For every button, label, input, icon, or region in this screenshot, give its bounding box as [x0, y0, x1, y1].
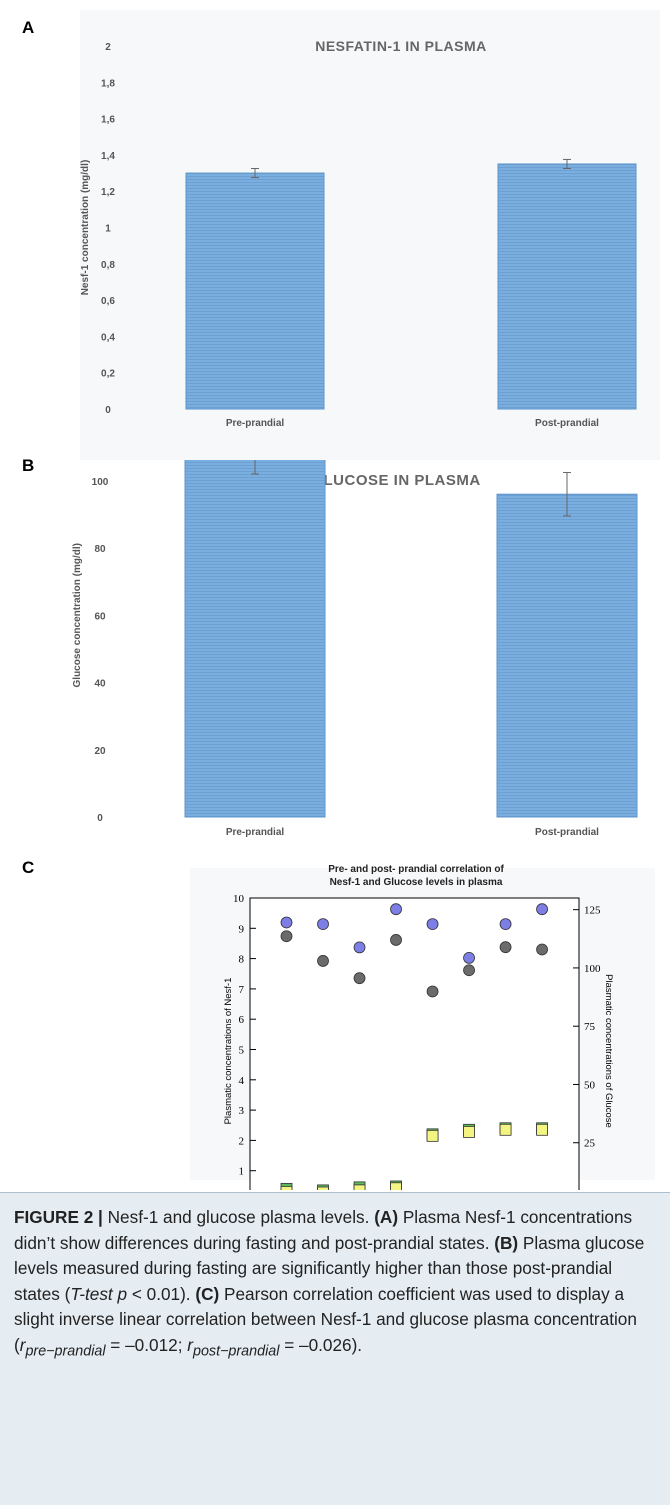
- y-tick-label: 0,6: [101, 296, 115, 307]
- caption-r1-symbol: r: [19, 1334, 26, 1355]
- caption-c-tag: (C): [195, 1283, 220, 1304]
- panel-b-label: B: [22, 456, 35, 475]
- data-point-circle: [499, 918, 512, 931]
- data-point-circle: [353, 972, 366, 985]
- y-tick-label: 80: [94, 544, 106, 555]
- data-point-circle: [353, 941, 366, 954]
- caption-c-text: Pearson correlation coefficient was used…: [14, 1283, 637, 1355]
- y-tick-label: 1: [239, 1166, 245, 1178]
- y-tick-label: 0,2: [101, 369, 115, 380]
- caption-b-text2: < 0.01).: [127, 1283, 196, 1304]
- y-tick-label: 100: [92, 477, 109, 488]
- data-point-circle: [463, 964, 475, 977]
- caption-b-tag: (B): [494, 1232, 519, 1253]
- y-tick-label: 1,6: [101, 115, 115, 126]
- caption-box: [0, 1192, 670, 1505]
- data-point-square: [390, 1182, 402, 1190]
- caption-a-text: Plasma Nesf-1 concentrations didn’t show…: [14, 1207, 633, 1253]
- caption-b-text: Plasma glucose levels measured during fa…: [14, 1232, 645, 1304]
- y-tick-label: 0,8: [101, 260, 115, 271]
- caption-r1-value: = –0.012;: [105, 1334, 188, 1355]
- y2-axis-label: Plasmatic concentrations of Glucose: [603, 974, 614, 1128]
- y-tick-label: 40: [94, 679, 106, 690]
- category-label: Post-prandial: [535, 418, 599, 429]
- y-tick-label: 0: [97, 813, 103, 824]
- data-point-circle: [317, 918, 329, 931]
- bar: [497, 163, 637, 410]
- data-point-circle: [463, 952, 475, 964]
- y-tick-label: 1,4: [101, 151, 115, 162]
- plot-frame: [249, 897, 580, 1190]
- caption-r2-value: = –0.026).: [279, 1334, 363, 1355]
- data-point-circle: [280, 916, 293, 929]
- y-tick-label: 4: [239, 1075, 245, 1087]
- category-label: Pre-prandial: [226, 418, 285, 429]
- y-tick-label: 7: [239, 984, 245, 996]
- data-point-circle: [536, 943, 548, 956]
- y2-tick-label: 125: [584, 905, 601, 917]
- data-point-square: [426, 1129, 439, 1142]
- data-point-square: [463, 1126, 475, 1138]
- data-point-circle: [390, 934, 402, 946]
- y-tick-label: 60: [94, 611, 106, 622]
- data-point-square: [536, 1123, 548, 1136]
- chart-title: NESFATIN-1 IN PLASMA: [315, 38, 487, 54]
- y-tick-label: 10: [233, 893, 245, 905]
- data-point-circle: [426, 918, 439, 931]
- y-tick-label: 8: [239, 954, 245, 966]
- bar: [496, 493, 638, 818]
- data-point-square: [499, 1123, 512, 1136]
- caption-ttest: T-test p: [70, 1283, 128, 1304]
- data-point-square: [280, 1186, 293, 1190]
- data-point-circle: [499, 941, 512, 954]
- y2-tick-label: 50: [584, 1079, 596, 1091]
- y-tick-label: 1,2: [101, 187, 115, 198]
- data-point-circle: [390, 903, 402, 916]
- y-axis-label: Glucose concentration (mg/dl): [72, 543, 83, 687]
- y-tick-label: 2: [239, 1135, 245, 1147]
- caption-r2-symbol: r: [187, 1334, 193, 1355]
- y2-tick-label: 75: [584, 1021, 596, 1033]
- y-tick-label: 0: [105, 405, 111, 416]
- y-axis-label: Nesf-1 concentration (mg/dl): [80, 160, 91, 296]
- data-point-circle: [536, 903, 548, 916]
- chart-title: GLUCOSE IN PLASMA: [311, 472, 480, 489]
- figure-caption: FIGURE 2 | Nesf-1 and glucose plasma lev…: [14, 1205, 654, 1364]
- glucose-bar-chart: GLUCOSE IN PLASMA020406080100120Glucose …: [72, 460, 638, 838]
- caption-label: FIGURE 2 |: [14, 1207, 103, 1227]
- data-point-circle: [317, 955, 329, 967]
- category-label: Pre-prandial: [226, 827, 285, 838]
- y-tick-label: 2: [105, 42, 111, 53]
- panel-a-label: A: [22, 18, 35, 37]
- data-point-circle: [280, 930, 293, 943]
- y-tick-label: 5: [239, 1045, 245, 1057]
- correlation-scatter-chart: Pre- and post- prandial correlation of Ne…: [223, 864, 614, 1190]
- y2-tick-label: 100: [584, 963, 601, 975]
- caption-r1-subscript: pre−prandial: [25, 1342, 106, 1359]
- bar: [184, 460, 326, 818]
- data-point-square: [353, 1184, 366, 1190]
- y-tick-label: 9: [239, 923, 245, 935]
- y-axis-label: Plasmatic concentrations of Nesf-1: [223, 978, 234, 1125]
- y-tick-label: 6: [239, 1014, 245, 1026]
- data-point-square: [317, 1186, 329, 1190]
- caption-intro: Nesf-1 and glucose plasma levels.: [102, 1207, 375, 1227]
- caption-r2-subscript: post−prandial: [192, 1342, 280, 1359]
- chart-subtitle: Nesf-1 and Glucose levels in plasma: [330, 877, 503, 888]
- nesfatin-bar-chart: NESFATIN-1 IN PLASMA 0 0,2 0,4 0,6 0,8 1 1,2 1,4…: [80, 38, 637, 429]
- chart-title: Pre- and post- prandial correlation of: [328, 864, 504, 875]
- y-tick-label: 1: [105, 224, 111, 235]
- data-point-circle: [426, 985, 439, 998]
- panel-c-label: C: [22, 858, 35, 877]
- y-tick-label: 20: [94, 746, 106, 757]
- bar: [185, 172, 325, 410]
- caption-a-tag: (A): [374, 1207, 399, 1227]
- y-tick-label: 0,4: [101, 332, 115, 343]
- category-label: Post-prandial: [535, 827, 599, 838]
- y-tick-label: 3: [239, 1105, 245, 1117]
- y-tick-label: 1,8: [101, 78, 115, 89]
- y2-tick-label: 25: [584, 1138, 596, 1150]
